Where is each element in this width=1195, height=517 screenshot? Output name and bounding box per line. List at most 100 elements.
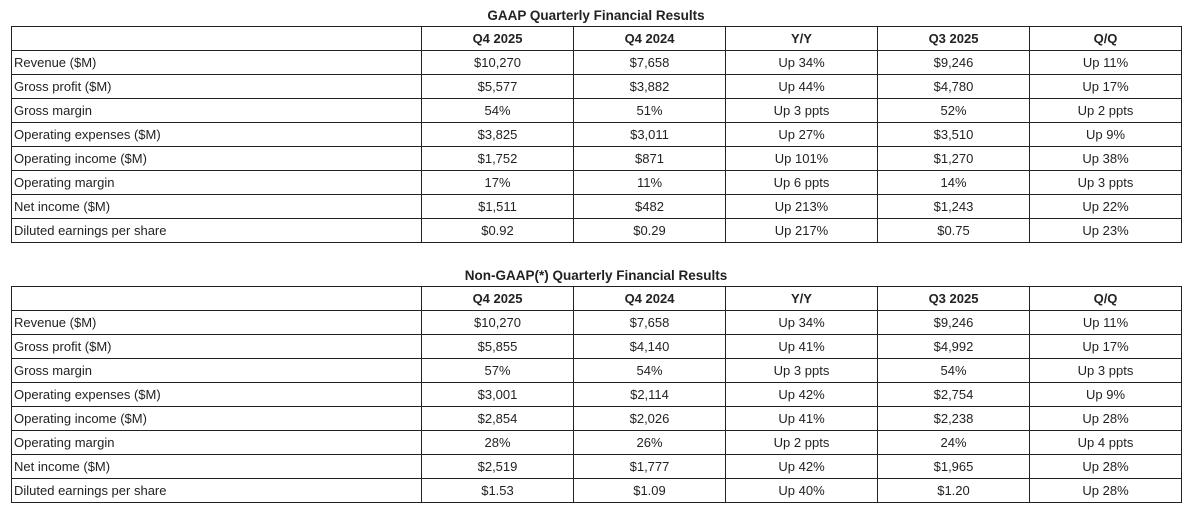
table-cell: $5,855 (421, 334, 574, 359)
row-label: Diluted earnings per share (11, 478, 422, 503)
header-cell: Q4 2025 (421, 26, 574, 51)
table-cell: $4,780 (877, 74, 1030, 99)
table-cell: $2,754 (877, 382, 1030, 407)
table-cell: 51% (573, 98, 726, 123)
table-cell: $5,577 (421, 74, 574, 99)
row-label: Gross margin (11, 98, 422, 123)
table-cell: $3,882 (573, 74, 726, 99)
table-cell: $2,238 (877, 406, 1030, 431)
header-row: Q4 2025 Q4 2024 Y/Y Q3 2025 Q/Q (11, 26, 1182, 51)
table-row: Operating expenses ($M) $3,825 $3,011 Up 27… (11, 122, 1182, 147)
table-cell: Up 27% (725, 122, 878, 147)
row-label: Operating margin (11, 430, 422, 455)
table-row: Net income ($M) $2,519 $1,777 Up 42% $1,965 U… (11, 454, 1182, 479)
table-cell: $2,519 (421, 454, 574, 479)
table-cell: Up 217% (725, 218, 878, 243)
row-label: Operating income ($M) (11, 406, 422, 431)
table-row: Operating income ($M) $1,752 $871 Up 101% $1… (11, 146, 1182, 171)
table-cell: $1,965 (877, 454, 1030, 479)
table-cell: $2,026 (573, 406, 726, 431)
table-cell: 57% (421, 358, 574, 383)
table-cell: Up 101% (725, 146, 878, 171)
table-row: Revenue ($M) $10,270 $7,658 Up 34% $9,246 Up … (11, 50, 1182, 75)
table-cell: $3,825 (421, 122, 574, 147)
table-cell: $1,270 (877, 146, 1030, 171)
table-row: Operating margin 17% 11% Up 6 ppts 14% Up 3 p… (11, 170, 1182, 195)
table-cell: 26% (573, 430, 726, 455)
table-cell: $482 (573, 194, 726, 219)
table-cell: $1.20 (877, 478, 1030, 503)
row-label: Gross profit ($M) (11, 74, 422, 99)
table-cell: Up 9% (1029, 382, 1182, 407)
row-label: Gross margin (11, 358, 422, 383)
table-row: Diluted earnings per share $1.53 $1.09 Up 4… (11, 478, 1182, 503)
table-cell: $7,658 (573, 50, 726, 75)
table-cell: 24% (877, 430, 1030, 455)
gaap-results-section: GAAP Quarterly Financial Results Q4 2025… (11, 6, 1182, 243)
table-cell: Up 9% (1029, 122, 1182, 147)
table-cell: $2,114 (573, 382, 726, 407)
table-cell: Up 41% (725, 406, 878, 431)
table-cell: $4,992 (877, 334, 1030, 359)
header-cell: Q3 2025 (877, 26, 1030, 51)
row-label: Operating income ($M) (11, 146, 422, 171)
table-row: Operating expenses ($M) $3,001 $2,114 Up 42… (11, 382, 1182, 407)
header-cell: Q4 2024 (573, 286, 726, 311)
header-cell: Q4 2024 (573, 26, 726, 51)
table-cell: 17% (421, 170, 574, 195)
row-label: Diluted earnings per share (11, 218, 422, 243)
header-cell: Q4 2025 (421, 286, 574, 311)
table-cell: $1.09 (573, 478, 726, 503)
table-cell: Up 3 ppts (725, 98, 878, 123)
table-cell: Up 3 ppts (1029, 170, 1182, 195)
header-cell: Y/Y (725, 286, 878, 311)
table-cell: Up 6 ppts (725, 170, 878, 195)
table-cell: 54% (421, 98, 574, 123)
row-label: Revenue ($M) (11, 50, 422, 75)
table-cell: $871 (573, 146, 726, 171)
table-row: Operating income ($M) $2,854 $2,026 Up 41% $… (11, 406, 1182, 431)
row-label: Operating expenses ($M) (11, 382, 422, 407)
header-row: Q4 2025 Q4 2024 Y/Y Q3 2025 Q/Q (11, 286, 1182, 311)
table-cell: Up 41% (725, 334, 878, 359)
table-cell: $7,658 (573, 310, 726, 335)
table-cell: Up 3 ppts (725, 358, 878, 383)
table-cell: 28% (421, 430, 574, 455)
table-row: Gross margin 57% 54% Up 3 ppts 54% Up 3 ppts (11, 358, 1182, 383)
table-cell: Up 34% (725, 50, 878, 75)
table-cell: Up 213% (725, 194, 878, 219)
header-cell: Q/Q (1029, 26, 1182, 51)
table-row: Gross profit ($M) $5,577 $3,882 Up 44% $4,78… (11, 74, 1182, 99)
table-cell: Up 11% (1029, 50, 1182, 75)
table-cell: Up 28% (1029, 478, 1182, 503)
table-title: Non-GAAP(*) Quarterly Financial Results (464, 268, 728, 283)
table-cell: $0.75 (877, 218, 1030, 243)
table-cell: $1,777 (573, 454, 726, 479)
header-cell-metric (11, 286, 422, 311)
gaap-results-table: Q4 2025 Q4 2024 Y/Y Q3 2025 Q/Q Revenue ($M) $… (11, 26, 1182, 243)
table-cell: Up 40% (725, 478, 878, 503)
table-cell: $9,246 (877, 310, 1030, 335)
table-cell: $10,270 (421, 310, 574, 335)
table-cell: Up 3 ppts (1029, 358, 1182, 383)
table-cell: Up 38% (1029, 146, 1182, 171)
table-cell: Up 34% (725, 310, 878, 335)
header-cell-metric (11, 26, 422, 51)
table-cell: 14% (877, 170, 1030, 195)
table-title: GAAP Quarterly Financial Results (487, 8, 705, 23)
row-label: Gross profit ($M) (11, 334, 422, 359)
table-cell: Up 28% (1029, 406, 1182, 431)
header-cell: Y/Y (725, 26, 878, 51)
row-label: Operating expenses ($M) (11, 122, 422, 147)
table-row: Revenue ($M) $10,270 $7,658 Up 34% $9,246 Up … (11, 310, 1182, 335)
table-cell: $3,001 (421, 382, 574, 407)
table-row: Operating margin 28% 26% Up 2 ppts 24% Up 4 p… (11, 430, 1182, 455)
row-label: Operating margin (11, 170, 422, 195)
table-cell: Up 4 ppts (1029, 430, 1182, 455)
table-cell: 54% (877, 358, 1030, 383)
table-cell: $3,510 (877, 122, 1030, 147)
table-cell: Up 17% (1029, 74, 1182, 99)
table-row: Gross profit ($M) $5,855 $4,140 Up 41% $4,99… (11, 334, 1182, 359)
table-cell: $3,011 (573, 122, 726, 147)
header-cell: Q3 2025 (877, 286, 1030, 311)
